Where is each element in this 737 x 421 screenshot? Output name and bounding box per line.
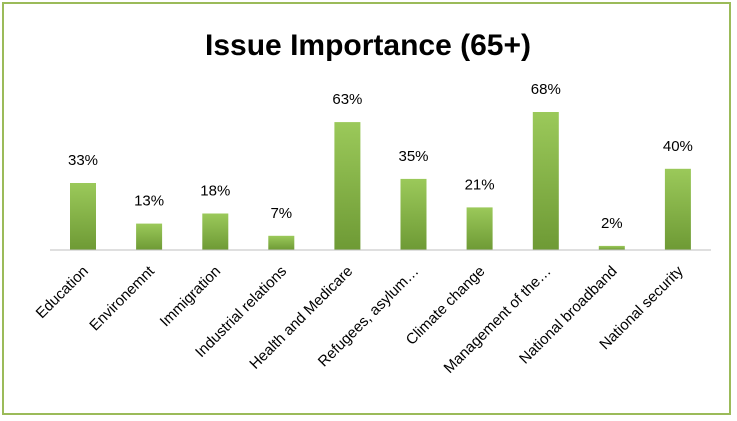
data-label-9: 40% <box>663 138 693 155</box>
data-label-5: 35% <box>398 148 428 165</box>
data-label-7: 68% <box>531 81 561 98</box>
data-label-6: 21% <box>465 176 495 193</box>
chart-frame <box>2 2 731 415</box>
bar-1 <box>136 223 163 250</box>
category-label-2: Immigration <box>157 263 224 330</box>
bar-6 <box>466 207 493 250</box>
category-label-0: Education <box>33 263 92 322</box>
chart-title: Issue Importance (65+) <box>205 29 531 62</box>
data-label-8: 2% <box>601 215 623 232</box>
data-label-1: 13% <box>134 193 164 210</box>
data-label-0: 33% <box>68 152 98 169</box>
bar-8 <box>598 245 625 250</box>
labels-layer: 33% Education 13% Environemnt 18% Immigration… <box>33 81 693 377</box>
bar-0 <box>70 183 96 250</box>
bars-layer <box>70 112 691 250</box>
bar-7 <box>532 112 559 250</box>
data-label-3: 7% <box>270 205 292 222</box>
bar-4 <box>334 122 361 250</box>
data-label-2: 18% <box>200 183 230 200</box>
data-label-4: 63% <box>332 91 362 108</box>
bar-9 <box>664 168 691 250</box>
bar-5 <box>400 178 427 250</box>
category-label-1: Environemnt <box>86 262 158 334</box>
bar-2 <box>202 213 229 250</box>
bar-3 <box>268 235 295 250</box>
category-label-7: Management of the… <box>441 263 555 377</box>
